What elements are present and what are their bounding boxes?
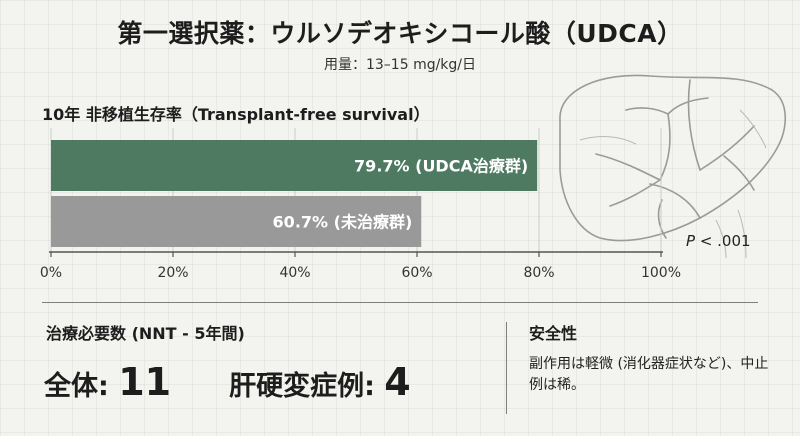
nnt-title: 治療必要数 (NNT - 5年間) (46, 324, 245, 343)
nnt-overall-label: 全体: (44, 371, 119, 402)
x-tick-label-100: 100% (641, 265, 681, 281)
nnt-cirrhosis-value: 4 (384, 360, 411, 404)
nnt-values: 全体: 11 肝硬変症例: 4 (44, 360, 411, 404)
nnt-overall-value: 11 (118, 360, 172, 404)
bar-label-0: 79.7% (UDCA治療群) (354, 157, 528, 176)
safety-title: 安全性 (529, 324, 578, 343)
x-tick-label-20: 20% (157, 265, 188, 281)
safety-text: 副作用は軽微 (消化器症状など)、中止例は稀。 (529, 356, 769, 393)
chart-title: 10年 非移植生存率（Transplant-free survival） (42, 105, 430, 124)
dose-subtitle: 用量：13–15 mg/kg/日 (323, 57, 477, 73)
p-value-annotation: P < .001 (686, 232, 751, 250)
bar-0 (51, 140, 538, 191)
column-divider (506, 322, 507, 414)
p-value-text: < .001 (695, 232, 751, 250)
section-divider (42, 302, 758, 303)
bar-1 (51, 196, 422, 247)
bar-label-1: 60.7% (未治療群) (273, 213, 413, 232)
nnt-cirrhosis-label: 肝硬変症例: (229, 371, 385, 402)
x-tick-label-40: 40% (279, 265, 310, 281)
liver-illustration (559, 74, 786, 259)
x-tick-label-0: 0% (40, 265, 62, 281)
x-tick-label-60: 60% (401, 265, 432, 281)
survival-bar-chart: 79.7% (UDCA治療群) 60.7% (未治療群) 0% 20% 40% 60% 80… (40, 128, 681, 281)
x-tick-label-80: 80% (523, 265, 554, 281)
page-title: 第一選択薬：ウルソデオキシコール酸（UDCA） (117, 19, 683, 48)
